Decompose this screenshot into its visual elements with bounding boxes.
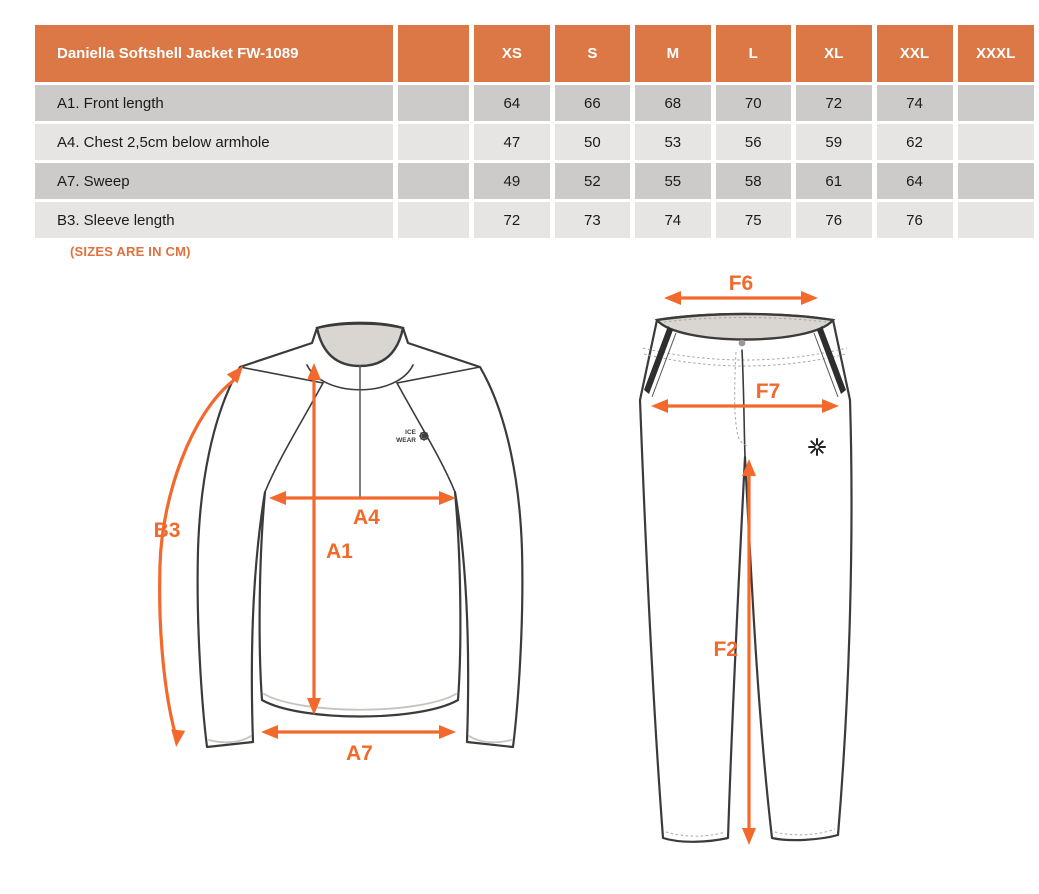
f7-label: F7 — [756, 380, 781, 403]
size-col-header-m: M — [635, 25, 711, 82]
left-cuff-stitch — [208, 735, 252, 744]
size-col-header-s: S — [554, 25, 631, 82]
table-row: A7. Sweep 49 52 55 58 61 64 — [35, 163, 1034, 199]
svg-text:WEAR: WEAR — [396, 437, 416, 444]
a7-label: A7 — [346, 742, 373, 765]
hem-stitch — [263, 693, 457, 711]
b3-label: B3 — [154, 519, 181, 542]
left-pocket — [644, 326, 677, 398]
a1-label: A1 — [326, 540, 353, 563]
size-value-cell: 75 — [715, 202, 791, 238]
size-value-cell — [957, 163, 1034, 199]
size-value-cell: 72 — [474, 202, 550, 238]
a4-label: A4 — [353, 506, 380, 529]
size-value-cell — [957, 85, 1034, 121]
table-row: A4. Chest 2,5cm below armhole 47 50 53 5… — [35, 124, 1034, 160]
collar-inner — [315, 322, 405, 368]
snowflake-icon — [808, 438, 826, 456]
left-shoulder-seam — [239, 366, 324, 384]
size-value-cell: 47 — [474, 124, 550, 160]
pants-outline — [638, 312, 853, 843]
size-value-cell: 62 — [876, 124, 953, 160]
jacket-diagram: ICE WEAR A4 A1 A7 B3 — [154, 321, 524, 765]
spacer-header-cell — [398, 25, 470, 82]
spacer-cell — [398, 124, 470, 160]
size-value-cell: 76 — [876, 202, 953, 238]
a4-arrow — [269, 491, 456, 505]
row-label: A1. Front length — [35, 85, 394, 121]
row-label: A7. Sweep — [35, 163, 394, 199]
right-raglan-seam — [396, 382, 456, 493]
snowflake-icon — [419, 431, 429, 441]
jacket-outline — [196, 321, 524, 749]
a7-arrow — [261, 725, 456, 739]
size-value-cell: 64 — [876, 163, 953, 199]
size-value-cell: 49 — [474, 163, 550, 199]
size-value-cell: 72 — [795, 85, 872, 121]
size-value-cell: 70 — [715, 85, 791, 121]
f6-label: F6 — [729, 272, 754, 295]
size-value-cell: 53 — [635, 124, 711, 160]
size-value-cell: 59 — [795, 124, 872, 160]
size-value-cell: 56 — [715, 124, 791, 160]
waistband-stitch-1 — [642, 347, 848, 361]
size-col-header-xl: XL — [795, 25, 872, 82]
size-value-cell: 74 — [635, 202, 711, 238]
size-value-cell — [957, 202, 1034, 238]
product-title: Daniella Softshell Jacket FW-1089 — [35, 25, 394, 82]
brand-logo: ICE WEAR — [396, 429, 429, 444]
f6-arrow — [664, 291, 818, 305]
size-value-cell: 58 — [715, 163, 791, 199]
size-value-cell: 61 — [795, 163, 872, 199]
f2-arrow — [742, 459, 756, 845]
waist-button — [738, 339, 746, 347]
center-front-seam — [741, 349, 746, 458]
size-col-header-xxl: XXL — [876, 25, 953, 82]
size-value-cell: 55 — [635, 163, 711, 199]
row-label: A4. Chest 2,5cm below armhole — [35, 124, 394, 160]
size-value-cell: 50 — [554, 124, 631, 160]
size-value-cell: 76 — [795, 202, 872, 238]
right-cuff-stitch — [468, 735, 512, 744]
a1-arrow — [307, 363, 321, 715]
size-value-cell: 74 — [876, 85, 953, 121]
waist-inner-stitch — [663, 317, 827, 323]
size-value-cell: 52 — [554, 163, 631, 199]
size-chart-header-row: Daniella Softshell Jacket FW-1089 XS S M… — [35, 25, 1034, 82]
right-hem-stitch — [774, 828, 836, 836]
size-value-cell: 66 — [554, 85, 631, 121]
spacer-cell — [398, 85, 470, 121]
size-value-cell: 73 — [554, 202, 631, 238]
left-hem-stitch — [665, 831, 726, 837]
size-value-cell: 68 — [635, 85, 711, 121]
size-col-header-xs: XS — [474, 25, 550, 82]
size-value-cell — [957, 124, 1034, 160]
spacer-cell — [398, 163, 470, 199]
size-chart-table: Daniella Softshell Jacket FW-1089 XS S M… — [30, 22, 1039, 241]
right-shoulder-seam — [396, 366, 481, 384]
waist-inner — [654, 312, 836, 341]
size-col-header-l: L — [715, 25, 791, 82]
size-value-cell: 64 — [474, 85, 550, 121]
b3-arrow — [158, 365, 244, 747]
f7-arrow — [651, 399, 839, 413]
spacer-cell — [398, 202, 470, 238]
row-label: B3. Sleeve length — [35, 202, 394, 238]
table-row: A1. Front length 64 66 68 70 72 74 — [35, 85, 1034, 121]
svg-text:ICE: ICE — [405, 429, 417, 436]
size-col-header-xxxl: XXXL — [957, 25, 1034, 82]
right-pocket — [813, 326, 846, 398]
f2-label: F2 — [713, 638, 738, 661]
pants-diagram: F6 F7 F2 — [638, 272, 853, 845]
table-row: B3. Sleeve length 72 73 74 75 76 76 — [35, 202, 1034, 238]
units-note: (SIZES ARE IN CM) — [70, 244, 191, 259]
waistband-stitch-2 — [643, 353, 847, 367]
